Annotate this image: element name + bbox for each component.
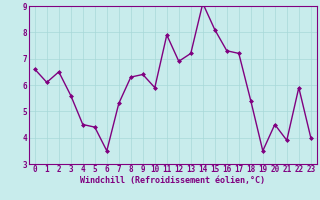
X-axis label: Windchill (Refroidissement éolien,°C): Windchill (Refroidissement éolien,°C) [80, 176, 265, 185]
